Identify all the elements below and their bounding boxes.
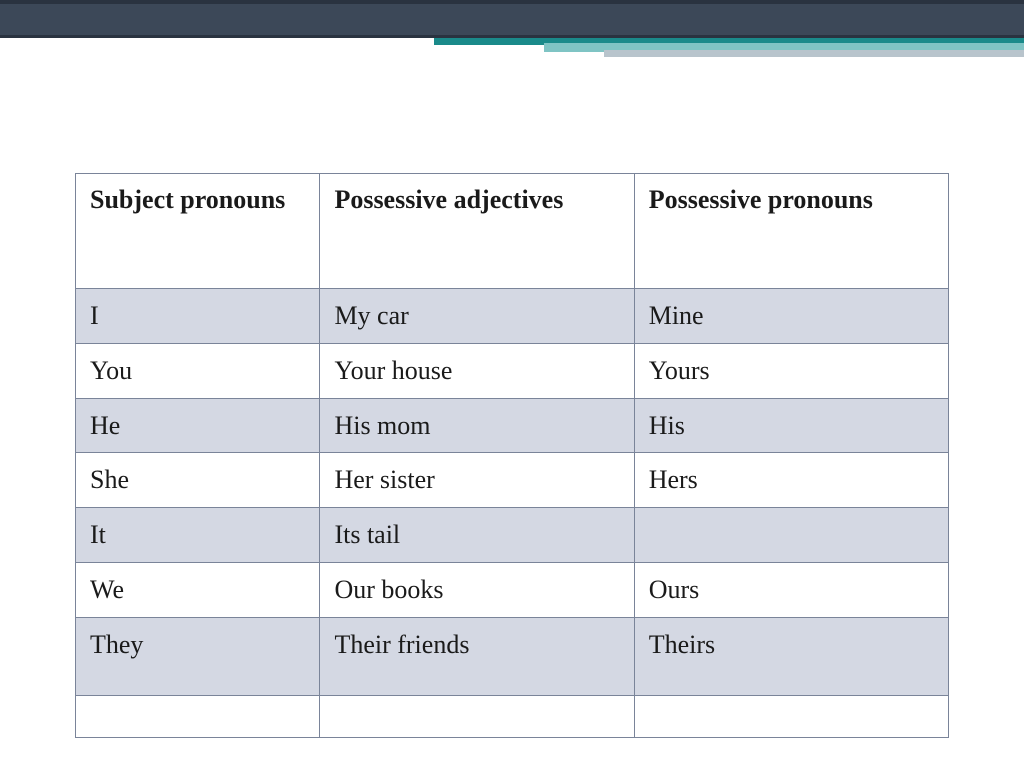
cell-pronoun: Theirs xyxy=(634,617,948,695)
column-header-possessive-adj: Possessive adjectives xyxy=(320,174,634,289)
table-row: I My car Mine xyxy=(76,289,949,344)
header-bar xyxy=(0,0,1024,38)
table-row: We Our books Ours xyxy=(76,562,949,617)
cell-pronoun: Hers xyxy=(634,453,948,508)
cell-adjective: Their friends xyxy=(320,617,634,695)
cell-adjective: Her sister xyxy=(320,453,634,508)
cell-pronoun xyxy=(634,508,948,563)
table-body: I My car Mine You Your house Yours He Hi… xyxy=(76,289,949,738)
cell-subject: It xyxy=(76,508,320,563)
cell-adjective: My car xyxy=(320,289,634,344)
cell-pronoun: Yours xyxy=(634,343,948,398)
cell-subject: I xyxy=(76,289,320,344)
table-row: They Their friends Theirs xyxy=(76,617,949,695)
table-row: She Her sister Hers xyxy=(76,453,949,508)
cell-adjective: Your house xyxy=(320,343,634,398)
table-row: He His mom His xyxy=(76,398,949,453)
cell-adjective xyxy=(320,695,634,737)
cell-pronoun: Ours xyxy=(634,562,948,617)
accent-stripe-3 xyxy=(604,50,1024,57)
column-header-possessive-pron: Possessive pronouns xyxy=(634,174,948,289)
cell-pronoun: Mine xyxy=(634,289,948,344)
cell-pronoun xyxy=(634,695,948,737)
table-row: You Your house Yours xyxy=(76,343,949,398)
pronouns-table: Subject pronouns Possessive adjectives P… xyxy=(75,173,949,738)
cell-subject: He xyxy=(76,398,320,453)
cell-adjective: Our books xyxy=(320,562,634,617)
table-header-row: Subject pronouns Possessive adjectives P… xyxy=(76,174,949,289)
cell-subject: They xyxy=(76,617,320,695)
column-header-subject: Subject pronouns xyxy=(76,174,320,289)
cell-subject: We xyxy=(76,562,320,617)
table-row xyxy=(76,695,949,737)
cell-adjective: Its tail xyxy=(320,508,634,563)
cell-subject: You xyxy=(76,343,320,398)
accent-bars xyxy=(0,38,1024,60)
table-row: It Its tail xyxy=(76,508,949,563)
cell-subject xyxy=(76,695,320,737)
cell-adjective: His mom xyxy=(320,398,634,453)
content-area: Subject pronouns Possessive adjectives P… xyxy=(0,38,1024,738)
cell-subject: She xyxy=(76,453,320,508)
cell-pronoun: His xyxy=(634,398,948,453)
